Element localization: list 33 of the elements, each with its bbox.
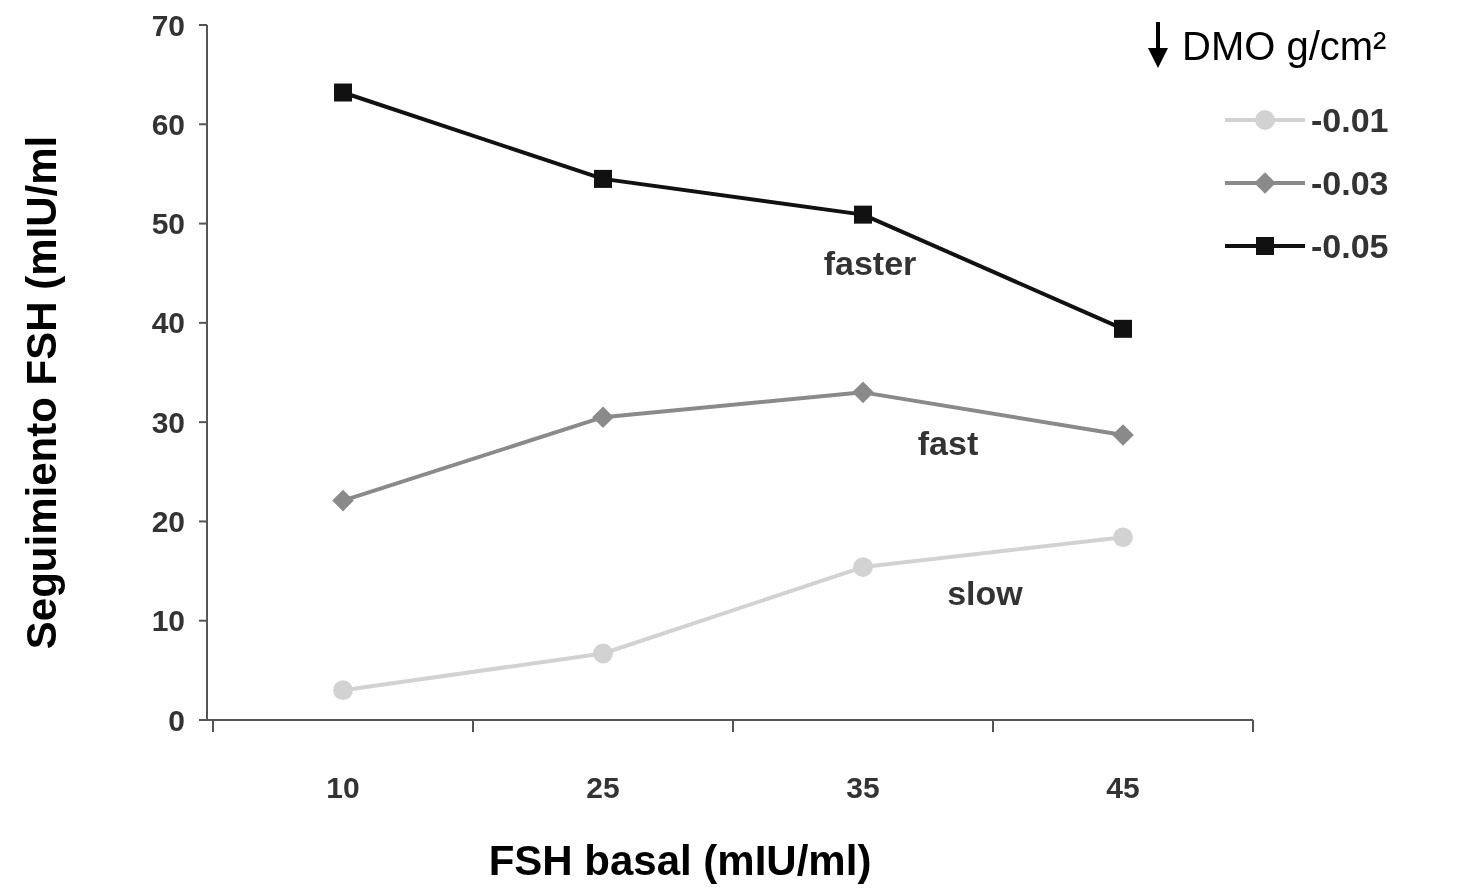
y-tick-label: 70	[151, 8, 185, 42]
annotation: faster	[823, 244, 917, 282]
point	[593, 643, 613, 664]
x-tick-label: 10	[326, 771, 360, 804]
point	[852, 381, 874, 404]
point	[332, 489, 354, 512]
y-tick-label: 0	[168, 703, 185, 737]
y-axis-title: Seguimiento FSH (mIU/ml	[18, 135, 65, 650]
point	[592, 406, 614, 428]
point	[1114, 319, 1132, 338]
point	[853, 557, 873, 577]
point	[854, 205, 872, 224]
legend-label: -0.01	[1311, 100, 1389, 139]
legend-label: -0.03	[1311, 163, 1389, 202]
x-tick-label: 35	[846, 771, 880, 804]
annotation: fast	[917, 424, 979, 462]
x-tick-label: 45	[1106, 771, 1140, 804]
legend-label: -0.05	[1311, 226, 1389, 265]
y-tick-label: 60	[151, 107, 185, 141]
legend-title: DMO g/cm²	[1182, 24, 1387, 68]
x-tick-label: 25	[586, 771, 620, 804]
annotation: slow	[947, 574, 1024, 612]
point	[1112, 424, 1134, 446]
y-tick-label: 50	[151, 207, 185, 241]
point	[334, 83, 352, 102]
x-axis-title: FSH basal (mIU/ml)	[488, 837, 872, 884]
point	[333, 680, 353, 701]
y-tick-label: 10	[151, 604, 185, 638]
point	[1113, 527, 1133, 548]
y-tick-label: 40	[151, 306, 185, 340]
y-tick-label: 30	[151, 405, 185, 439]
y-tick-label: 20	[151, 504, 185, 538]
point	[594, 169, 612, 188]
